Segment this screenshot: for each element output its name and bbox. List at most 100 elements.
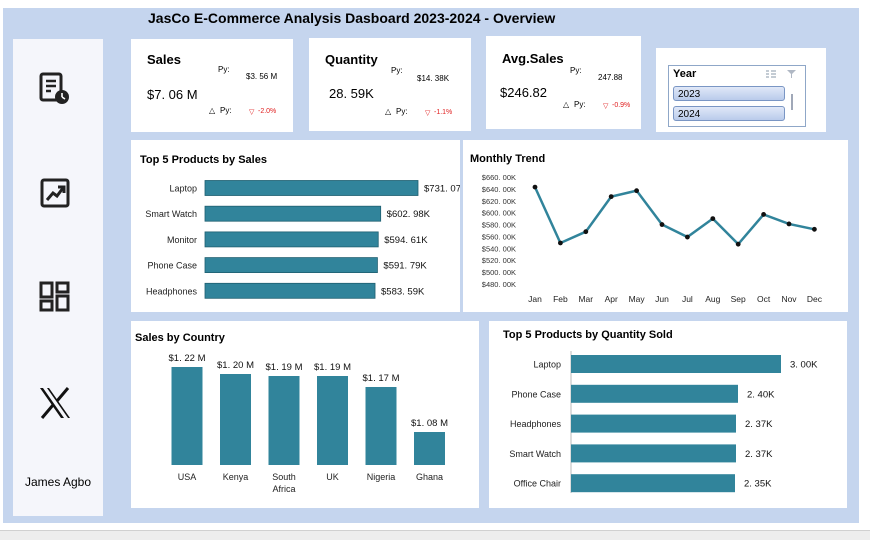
- kpi-card-quantity: Quantity Py: $14. 38K 28. 59K △ Py: ▽ -1…: [309, 38, 471, 131]
- kpi-avg-sales-delta-label: Py:: [574, 100, 586, 109]
- bar-value-label: $1. 22 M: [169, 353, 206, 364]
- kpi-quantity-value: 28. 59K: [329, 86, 374, 101]
- y-tick-label: $580. 00K: [482, 221, 516, 230]
- top-products-quantity-panel: Top 5 Products by Quantity Sold Laptop 3.…: [489, 321, 847, 508]
- trend-point: [812, 226, 817, 232]
- trend-point: [685, 234, 690, 240]
- country-category-label: UK: [326, 472, 339, 482]
- bar-category-label: Phone Case: [147, 261, 197, 271]
- x-logo-icon[interactable]: [37, 385, 73, 421]
- country-bar: [414, 432, 445, 465]
- country-category-label: Kenya: [223, 472, 249, 482]
- country-category-label: Africa: [272, 484, 295, 494]
- slicer-item-2024[interactable]: 2024: [673, 106, 785, 121]
- trend-point: [786, 221, 792, 227]
- quantity-bar: [571, 414, 736, 433]
- y-tick-label: $520. 00K: [482, 256, 516, 265]
- kpi-sales-py-value: $3. 56 M: [246, 72, 278, 81]
- y-tick-label: $500. 00K: [482, 268, 516, 277]
- kpi-sales-py-label: Py:: [218, 65, 230, 74]
- sales-bar: [204, 231, 379, 248]
- trend-point: [583, 229, 589, 235]
- x-tick-label: Apr: [605, 294, 618, 304]
- year-slicer: Year 2023 2024: [668, 65, 806, 127]
- clear-filter-icon[interactable]: [786, 69, 798, 79]
- x-tick-label: Oct: [757, 294, 771, 304]
- country-bar: [317, 376, 348, 465]
- sales-bar: [204, 257, 378, 273]
- kpi-quantity-delta-arrow-icon: ▽: [425, 110, 431, 117]
- trend-chart-icon[interactable]: [37, 175, 73, 211]
- bar-category-label: Phone Case: [511, 389, 561, 399]
- bar-category-label: Laptop: [533, 360, 561, 370]
- x-tick-label: Mar: [578, 294, 593, 304]
- dashboard-grid-icon[interactable]: [37, 279, 73, 315]
- status-bar: [0, 530, 870, 540]
- sales-bar: [204, 282, 376, 299]
- bar-value-label: $1. 17 M: [363, 373, 400, 384]
- kpi-quantity-py-label: Py:: [391, 66, 403, 75]
- sales-bar: [204, 180, 419, 196]
- trend-point: [659, 222, 665, 227]
- chart-title-top-products-quantity: Top 5 Products by Quantity Sold: [503, 329, 673, 341]
- top-products-sales-chart: Laptop $731. 07K Smart Watch $602. 98K Monit…: [145, 180, 460, 299]
- quantity-bar: [571, 355, 781, 373]
- kpi-avg-sales-value: $246.82: [500, 85, 547, 100]
- multi-select-icon[interactable]: [765, 69, 777, 79]
- kpi-avg-sales-py-label: Py:: [570, 66, 582, 75]
- trend-point: [735, 241, 741, 247]
- x-tick-label: Jun: [655, 294, 669, 304]
- kpi-avg-sales-delta: -0.9%: [612, 102, 631, 109]
- kpi-sales-delta-label: Py:: [220, 106, 232, 115]
- kpi-sales-delta: -2.0%: [258, 108, 277, 115]
- x-tick-label: Dec: [807, 294, 823, 304]
- slicer-title: Year: [673, 68, 697, 80]
- bar-value-label: $1. 19 M: [266, 362, 303, 373]
- bar-category-label: Office Chair: [514, 479, 561, 489]
- kpi-avg-sales-delta-arrow-icon: ▽: [603, 103, 609, 110]
- x-tick-label: May: [629, 294, 646, 304]
- y-tick-label: $560. 00K: [482, 232, 516, 241]
- kpi-avg-sales-delta-icon: △: [563, 100, 570, 109]
- bar-value-label: $594. 61K: [384, 235, 428, 246]
- monthly-trend-panel: Monthly Trend $660. 00K $640. 00K $620. 00…: [463, 140, 848, 312]
- country-category-label: Nigeria: [367, 472, 396, 482]
- chart-title-top-products-sales: Top 5 Products by Sales: [140, 154, 267, 166]
- bar-value-label: $591. 79K: [383, 261, 427, 272]
- top-products-quantity-chart: Laptop 3. 00K Phone Case 2. 40K Headphones 2.…: [509, 351, 818, 493]
- country-bar: [220, 374, 251, 465]
- country-category-label: USA: [178, 472, 197, 482]
- bar-category-label: Headphones: [146, 286, 198, 296]
- bar-category-label: Headphones: [510, 419, 562, 429]
- sales-bar: [204, 205, 382, 222]
- bar-value-label: $602. 98K: [387, 209, 431, 220]
- top-products-sales-panel: Top 5 Products by Sales Laptop $731. 07K S…: [131, 140, 460, 312]
- quantity-bar: [571, 444, 736, 463]
- kpi-card-sales: Sales Py: $3. 56 M $7. 06 M △ Py: ▽ -2.0…: [131, 39, 293, 132]
- kpi-quantity-title: Quantity: [325, 52, 378, 67]
- author-name: James Agbo: [24, 475, 92, 489]
- kpi-quantity-delta: -1.1%: [434, 109, 453, 116]
- chart-title-sales-by-country: Sales by Country: [135, 332, 225, 344]
- y-tick-label: $660. 00K: [482, 173, 516, 182]
- x-tick-label: Nov: [781, 294, 797, 304]
- sales-by-country-panel: Sales by Country $1. 22 M USA $1. 20 M Keny…: [131, 321, 479, 508]
- trend-point: [558, 240, 563, 246]
- trend-point: [532, 184, 538, 190]
- bar-value-label: $731. 07K: [424, 184, 460, 195]
- monthly-trend-chart: $660. 00K $640. 00K $620. 00K $600. 00K $580…: [482, 173, 823, 304]
- y-tick-label: $480. 00K: [482, 280, 516, 289]
- slicer-scrollbar[interactable]: [791, 94, 793, 110]
- kpi-avg-sales-py-value: 247.88: [598, 73, 623, 82]
- slicer-item-2023[interactable]: 2023: [673, 86, 785, 101]
- kpi-avg-sales-title: Avg.Sales: [502, 51, 564, 66]
- bar-value-label: $1. 08 M: [411, 418, 448, 429]
- kpi-quantity-delta-icon: △: [385, 107, 392, 116]
- report-clock-icon[interactable]: [37, 71, 73, 107]
- x-tick-label: Jan: [528, 294, 542, 304]
- chart-title-monthly-trend: Monthly Trend: [470, 153, 546, 165]
- country-category-label: Ghana: [416, 472, 443, 482]
- country-bar: [268, 376, 300, 465]
- trend-point: [608, 194, 614, 200]
